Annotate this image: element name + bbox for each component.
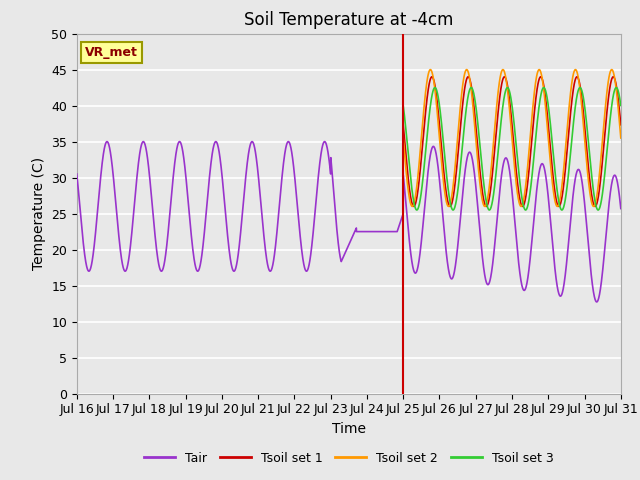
Title: Soil Temperature at -4cm: Soil Temperature at -4cm [244,11,454,29]
Y-axis label: Temperature (C): Temperature (C) [31,157,45,270]
Legend: Tair, Tsoil set 1, Tsoil set 2, Tsoil set 3: Tair, Tsoil set 1, Tsoil set 2, Tsoil se… [139,447,559,469]
Text: VR_met: VR_met [85,46,138,59]
X-axis label: Time: Time [332,422,366,436]
